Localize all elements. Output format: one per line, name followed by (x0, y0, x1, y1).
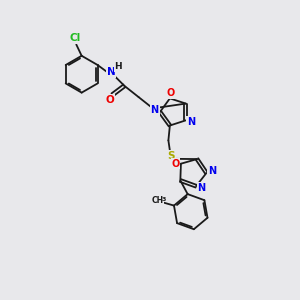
Text: N: N (106, 67, 115, 77)
Text: 3: 3 (162, 197, 166, 202)
Text: N: N (208, 166, 216, 176)
Text: O: O (171, 159, 180, 169)
Text: N: N (151, 106, 159, 116)
Text: O: O (106, 95, 115, 105)
Text: O: O (166, 88, 175, 98)
Text: S: S (168, 151, 175, 161)
Text: N: N (197, 183, 206, 193)
Text: H: H (115, 62, 122, 71)
Text: CH: CH (152, 196, 164, 205)
Text: Cl: Cl (69, 33, 80, 43)
Text: N: N (187, 117, 195, 127)
